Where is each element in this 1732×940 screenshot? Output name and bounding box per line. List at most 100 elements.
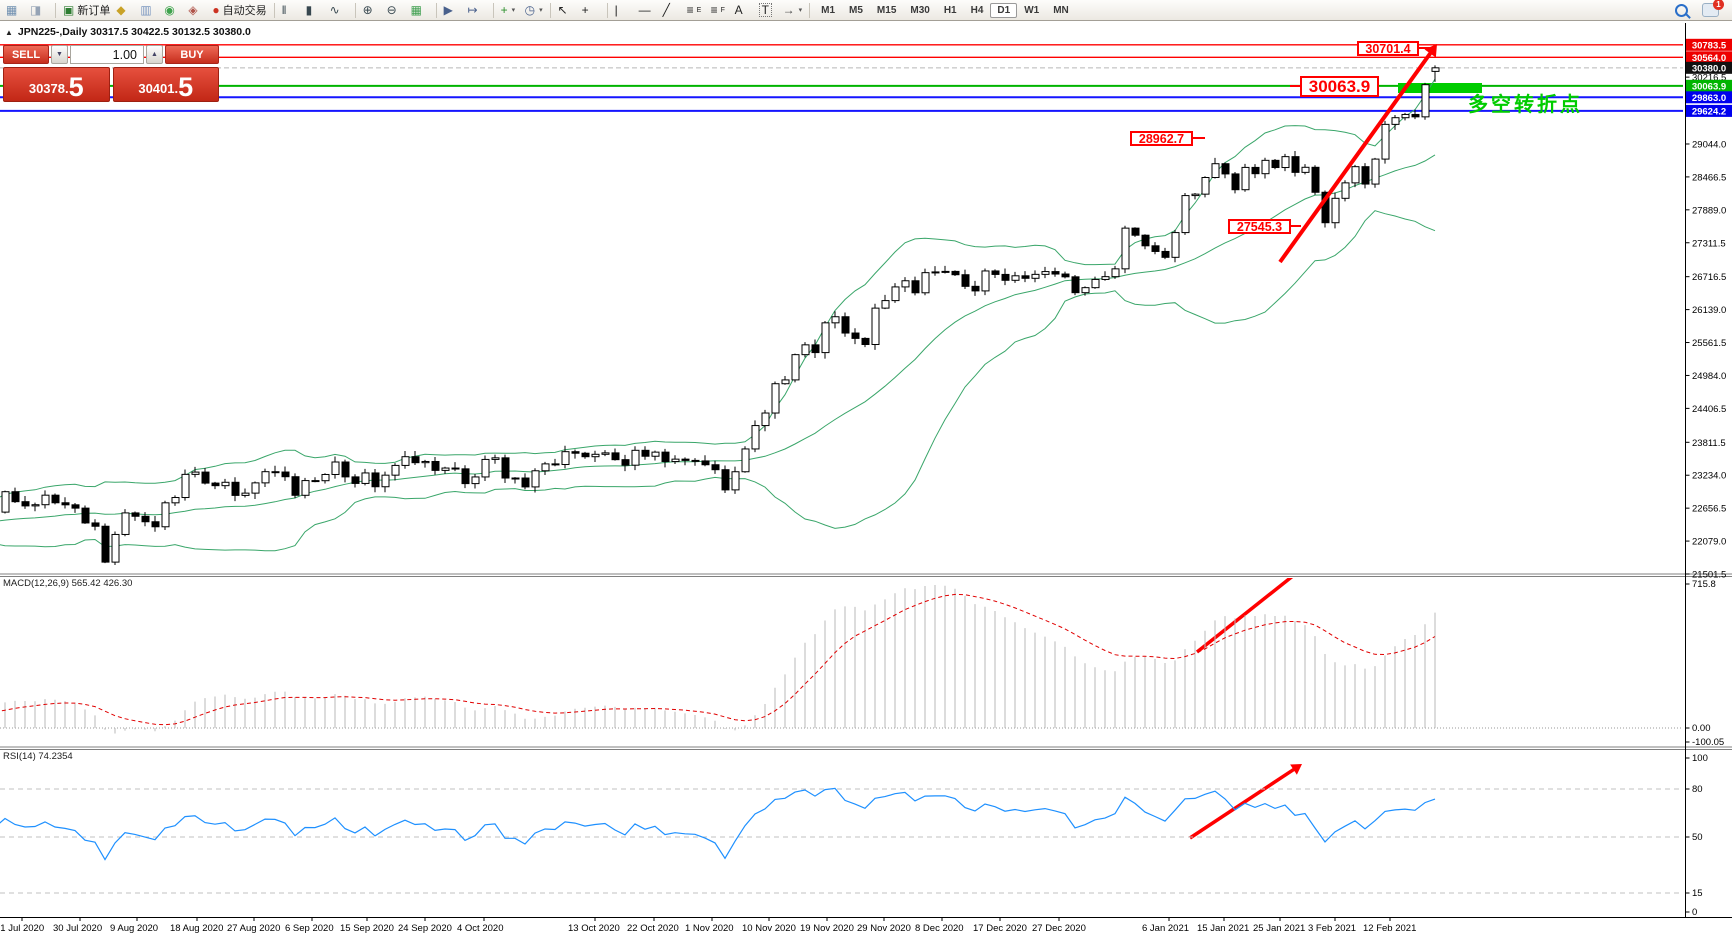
timeframe-d1[interactable]: D1 [990, 2, 1018, 18]
time-axis-label: 21 Jul 2020 [0, 923, 44, 934]
timeframe-m15[interactable]: M15 [876, 4, 897, 16]
green-zone-rectangle[interactable] [1398, 83, 1482, 93]
buy-button[interactable]: BUY [165, 45, 219, 64]
navigator-icon-glyph: ◉ [164, 3, 175, 17]
charts-window-icon[interactable]: ▦ [3, 0, 27, 20]
time-axis-label: 25 Jan 2021 [1253, 923, 1305, 934]
zoom-in-icon[interactable]: ⊕ [360, 0, 384, 20]
macd-signal-line [0, 593, 1436, 726]
price-tag-label: 30380.0 [1692, 63, 1726, 74]
timeframe-m30[interactable]: M30 [910, 4, 930, 16]
timeframe-m1[interactable]: M1 [821, 4, 836, 16]
zoom-in-icon-glyph: ⊕ [362, 3, 373, 17]
fibonacci-icon-glyph: ≡ [686, 3, 694, 17]
navigator-icon[interactable]: ◉ [161, 0, 185, 20]
horizontal-line-icon[interactable]: — [636, 0, 660, 20]
macd-pane[interactable] [0, 556, 1683, 734]
buy-price-panel[interactable]: 30401. 5 [112, 67, 219, 103]
timeframe-mn[interactable]: MN [1053, 4, 1069, 16]
bar-chart-icon[interactable]: ‖ [279, 0, 303, 20]
timeframe-h1[interactable]: H1 [943, 4, 957, 16]
price-tag-label: 29863.0 [1692, 93, 1726, 104]
timeframe-h4[interactable]: H4 [970, 4, 984, 16]
sell-price-big-digit: 5 [68, 72, 84, 103]
line-chart-icon[interactable]: ∿ [327, 0, 351, 20]
tile-windows-icon[interactable]: ▦ [408, 0, 432, 20]
indicator-axis-label: 80 [1692, 784, 1703, 795]
turning-point-annotation-text[interactable]: 多空转折点 [1468, 94, 1583, 116]
volume-decrease-button[interactable]: ▼ [51, 45, 68, 64]
timeframe-m5[interactable]: M5 [849, 4, 863, 16]
price-tag [1686, 61, 1732, 74]
time-axis-label: 12 Feb 2021 [1363, 923, 1416, 934]
indicators-icon[interactable]: + ▾ [498, 0, 522, 20]
text-icon[interactable]: A [732, 0, 756, 20]
text-label-icon[interactable]: T [756, 0, 780, 20]
price-axis-label: 29044.0 [1692, 139, 1726, 150]
price-axis-label: 24984.0 [1692, 371, 1726, 382]
toolbar-separator [809, 2, 811, 18]
data-window-icon[interactable]: ▥ [137, 0, 161, 20]
market-watch-icon[interactable]: ◆ [113, 0, 137, 20]
timeframe-w1[interactable]: W1 [1024, 4, 1040, 16]
terminal-icon[interactable]: ◈ [185, 0, 209, 20]
fibonacci-icon[interactable]: ≡ E [684, 0, 708, 20]
zoom-out-icon[interactable]: ⊖ [384, 0, 408, 20]
toolbar-separator [492, 2, 494, 18]
trendline-icon[interactable]: ╱ [660, 0, 684, 20]
candlestick-chart-icon[interactable]: ▮ [303, 0, 327, 20]
tile-windows-icon-glyph: ▦ [410, 3, 422, 17]
volume-increase-button[interactable]: ▲ [146, 45, 163, 64]
candles [1, 65, 1440, 565]
text-icon-glyph: A [734, 3, 743, 17]
trend-arrow[interactable] [1278, 49, 1434, 264]
arrows-icon-caret: ▾ [798, 7, 803, 14]
indicators-icon-glyph: + [500, 3, 508, 17]
price-tag [1686, 104, 1732, 117]
one-click-trading-panel: SELL ▼ 1.00 ▲ BUY 30378. 5 30401. 5 [3, 45, 219, 102]
vertical-line-icon[interactable]: | [612, 0, 636, 20]
time-axis-label: 19 Nov 2020 [800, 923, 854, 934]
price-annotation-label[interactable]: 30063.9 [1300, 76, 1379, 97]
search-icon[interactable] [1675, 3, 1688, 17]
rsi-pane[interactable] [0, 764, 1683, 894]
text-label-icon-glyph: T [758, 3, 772, 17]
notifications-icon[interactable]: 1 [1702, 0, 1724, 17]
buy-price-big-digit: 5 [178, 72, 194, 103]
chart-shift-icon[interactable]: ↦ [465, 0, 489, 20]
periods-icon-caret: ▾ [539, 7, 543, 14]
profiles-icon[interactable]: ◨ [27, 0, 51, 20]
price-axis-label: 22079.0 [1692, 537, 1726, 548]
periods-icon[interactable]: ◷ ▾ [522, 0, 546, 20]
trend-arrow[interactable] [1189, 766, 1298, 840]
volume-input[interactable]: 1.00 [70, 45, 144, 64]
sell-price-panel[interactable]: 30378. 5 [3, 67, 110, 102]
notification-badge: 1 [1713, 0, 1724, 10]
autotrading-button[interactable]: ● 自动交易 [209, 0, 269, 20]
price-axis-label: 30216.5 [1692, 73, 1726, 84]
arrows-icon[interactable]: → ▾ [780, 0, 806, 20]
fibo-channel-icon[interactable]: ≡ F [708, 0, 732, 20]
indicator-axis-label: 0 [1692, 907, 1697, 918]
trend-arrow[interactable] [1195, 560, 1312, 654]
cursor-icon[interactable]: ↖ [555, 0, 579, 20]
price-annotation-label[interactable]: 30701.4 [1357, 41, 1419, 56]
terminal-icon-glyph: ◈ [188, 3, 198, 17]
chart-symbol-icon: ▲ [5, 27, 13, 37]
crosshair-icon[interactable]: + [579, 0, 603, 20]
autotrading-button-label: 自动交易 [222, 5, 267, 17]
new-order-button[interactable]: ▣ 新订单 [60, 0, 113, 20]
time-axis-label: 10 Nov 2020 [742, 923, 796, 934]
sell-button[interactable]: SELL [3, 45, 49, 64]
price-tag-label: 30063.9 [1692, 81, 1726, 92]
price-annotation-label[interactable]: 27545.3 [1228, 219, 1291, 234]
price-annotation-label[interactable]: 28962.7 [1130, 131, 1193, 146]
auto-scroll-icon[interactable]: ▶ [441, 0, 465, 20]
main-price-pane[interactable] [0, 44, 1683, 565]
bollinger-upper-band [0, 78, 1436, 498]
indicator-axis-label: 100 [1692, 753, 1708, 764]
price-axis-label: 24406.5 [1692, 404, 1726, 415]
time-axis-label: 18 Aug 2020 [170, 923, 223, 934]
